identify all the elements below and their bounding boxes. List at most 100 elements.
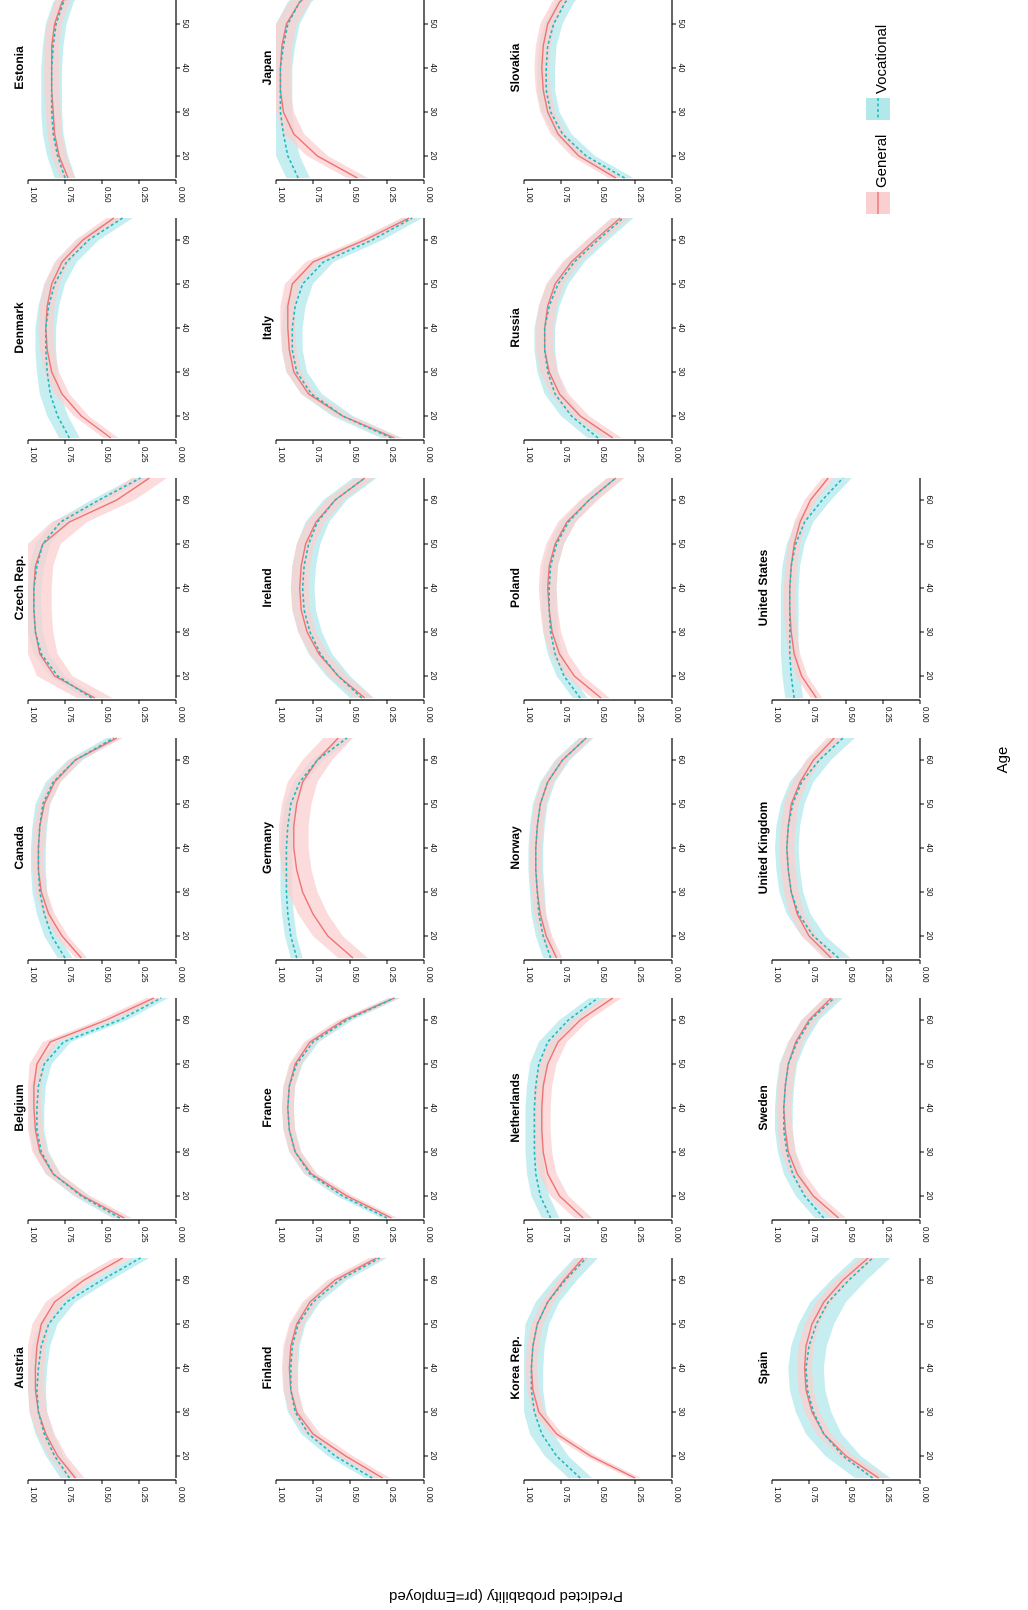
ci-band-general <box>533 998 622 1218</box>
x-tick-label: 50 <box>925 1060 934 1069</box>
y-tick-label: 0.75 <box>66 967 75 983</box>
x-tick-label: 40 <box>429 584 438 593</box>
x-tick-label: 50 <box>677 280 686 289</box>
x-tick-label: 50 <box>181 1320 190 1329</box>
y-tick-label: 0.50 <box>599 187 608 203</box>
x-tick-label: 40 <box>925 844 934 853</box>
series-line-vocational <box>288 998 395 1218</box>
x-tick-label: 50 <box>677 20 686 29</box>
x-tick-label: 40 <box>677 64 686 73</box>
x-tick-label: 60 <box>181 236 190 245</box>
x-tick-label: 20 <box>677 412 686 421</box>
y-tick-label: 0.50 <box>599 967 608 983</box>
y-tick-label: 0.50 <box>351 187 360 203</box>
x-tick-label: 20 <box>181 1192 190 1201</box>
x-tick-label: 40 <box>925 1104 934 1113</box>
panel-czech-rep: 0.000.250.500.751.002030405060Czech Rep. <box>12 478 190 723</box>
panel-netherlands: 0.000.250.500.751.002030405060Netherland… <box>508 998 686 1243</box>
y-tick-label: 0.00 <box>425 447 434 463</box>
y-tick-label: 0.75 <box>66 1227 75 1243</box>
panel-title: Korea Rep. <box>508 1336 522 1399</box>
y-tick-label: 0.00 <box>425 1487 434 1503</box>
panel-poland: 0.00 0.25 0.50 0.75 1.00 20 30 40 50 60 Poland <box>508 478 686 723</box>
y-tick-label: 0.75 <box>314 1227 323 1243</box>
panel-korea-rep: 0.000.250.500.751.002030405060Korea Rep. <box>508 1258 686 1503</box>
panel-title: Belgium <box>12 1084 26 1131</box>
y-axis-title: Predicted probability (pr=Employed <box>389 1588 623 1605</box>
y-tick-label: 0.75 <box>810 707 819 723</box>
panel-title: Spain <box>756 1352 770 1385</box>
y-tick-label: 0.00 <box>177 447 186 463</box>
x-tick-label: 50 <box>181 20 190 29</box>
ci-band-vocational <box>282 998 400 1218</box>
x-tick-label: 30 <box>429 1408 438 1417</box>
x-tick-label: 20 <box>181 152 190 161</box>
x-tick-label: 50 <box>429 1320 438 1329</box>
panel-sweden: 0.000.250.500.751.002030405060Sweden <box>756 998 934 1243</box>
panel-united-kingdom: 0.00 0.25 0.50 0.75 1.00 20 30 40 50 60 United Kin… <box>756 738 934 983</box>
y-tick-label: 0.25 <box>636 447 645 463</box>
x-tick-label: 30 <box>429 108 438 117</box>
panel-title: Finland <box>260 1347 274 1390</box>
x-tick-label: 20 <box>925 1452 934 1461</box>
y-tick-label: 1.00 <box>277 187 286 203</box>
y-tick-label: 0.00 <box>921 967 930 983</box>
y-tick-label: 0.25 <box>388 967 397 983</box>
y-tick-label: 0.25 <box>140 967 149 983</box>
y-tick-label: 0.50 <box>351 1227 360 1243</box>
panel-title: United Kingdom <box>756 802 770 895</box>
panel-finland: 0.000.250.500.751.002030405060Finland <box>260 1258 438 1503</box>
ci-band-vocational <box>282 218 423 438</box>
x-tick-label: 60 <box>677 1276 686 1285</box>
panel-title: Slovakia <box>508 43 522 92</box>
y-tick-label: 1.00 <box>29 1227 38 1243</box>
x-tick-label: 40 <box>181 584 190 593</box>
x-tick-label: 60 <box>181 1016 190 1025</box>
x-tick-label: 60 <box>925 1276 934 1285</box>
x-tick-label: 60 <box>429 1276 438 1285</box>
x-tick-label: 20 <box>925 672 934 681</box>
y-tick-label: 0.25 <box>388 1487 397 1503</box>
x-tick-label: 40 <box>429 64 438 73</box>
x-tick-label: 50 <box>181 1060 190 1069</box>
y-tick-label: 0.75 <box>314 707 323 723</box>
y-tick-label: 0.50 <box>847 707 856 723</box>
y-tick-label: 0.50 <box>103 707 112 723</box>
x-tick-label: 60 <box>925 496 934 505</box>
x-tick-label: 40 <box>677 844 686 853</box>
y-tick-label: 0.25 <box>388 707 397 723</box>
x-tick-label: 30 <box>181 368 190 377</box>
y-tick-label: 0.25 <box>140 447 149 463</box>
y-tick-label: 0.25 <box>388 187 397 203</box>
panel-denmark: 0.00 0.25 0.50 0.75 1.00 20 30 40 50 60 Denmark <box>12 218 190 463</box>
y-tick-label: 1.00 <box>525 447 534 463</box>
x-tick-label: 40 <box>181 844 190 853</box>
panel-title: Denmark <box>12 302 26 354</box>
y-tick-label: 0.25 <box>884 967 893 983</box>
y-tick-label: 1.00 <box>773 1227 782 1243</box>
y-tick-label: 0.00 <box>673 1227 682 1243</box>
panel-slovakia: 0.000.250.500.751.002030405060Slovakia <box>508 0 686 203</box>
y-tick-label: 1.00 <box>277 1487 286 1503</box>
x-tick-label: 20 <box>925 932 934 941</box>
ci-band-general <box>530 738 592 958</box>
y-tick-label: 0.75 <box>810 967 819 983</box>
panel-canada: 0.00 0.25 0.50 0.75 1.00 20 30 40 50 60 Canada <box>12 738 190 983</box>
panel-title: Canada <box>12 826 26 870</box>
y-tick-label: 0.00 <box>177 707 186 723</box>
y-tick-label: 1.00 <box>277 1227 286 1243</box>
panel-spain: 0.000.250.500.751.002030405060Spain <box>756 1258 934 1503</box>
y-tick-label: 0.50 <box>351 707 360 723</box>
x-tick-label: 50 <box>181 540 190 549</box>
plot-area: 0.000.250.500.751.002030405060Austria0.0… <box>12 0 934 1503</box>
y-tick-label: 0.75 <box>810 1227 819 1243</box>
y-tick-label: 0.00 <box>177 967 186 983</box>
y-tick-label: 0.50 <box>599 447 608 463</box>
y-tick-label: 0.00 <box>425 1227 434 1243</box>
x-tick-label: 30 <box>677 368 686 377</box>
x-tick-label: 20 <box>429 932 438 941</box>
x-tick-label: 20 <box>181 412 190 421</box>
y-tick-label: 0.25 <box>636 707 645 723</box>
y-tick-label: 1.00 <box>773 1487 782 1503</box>
